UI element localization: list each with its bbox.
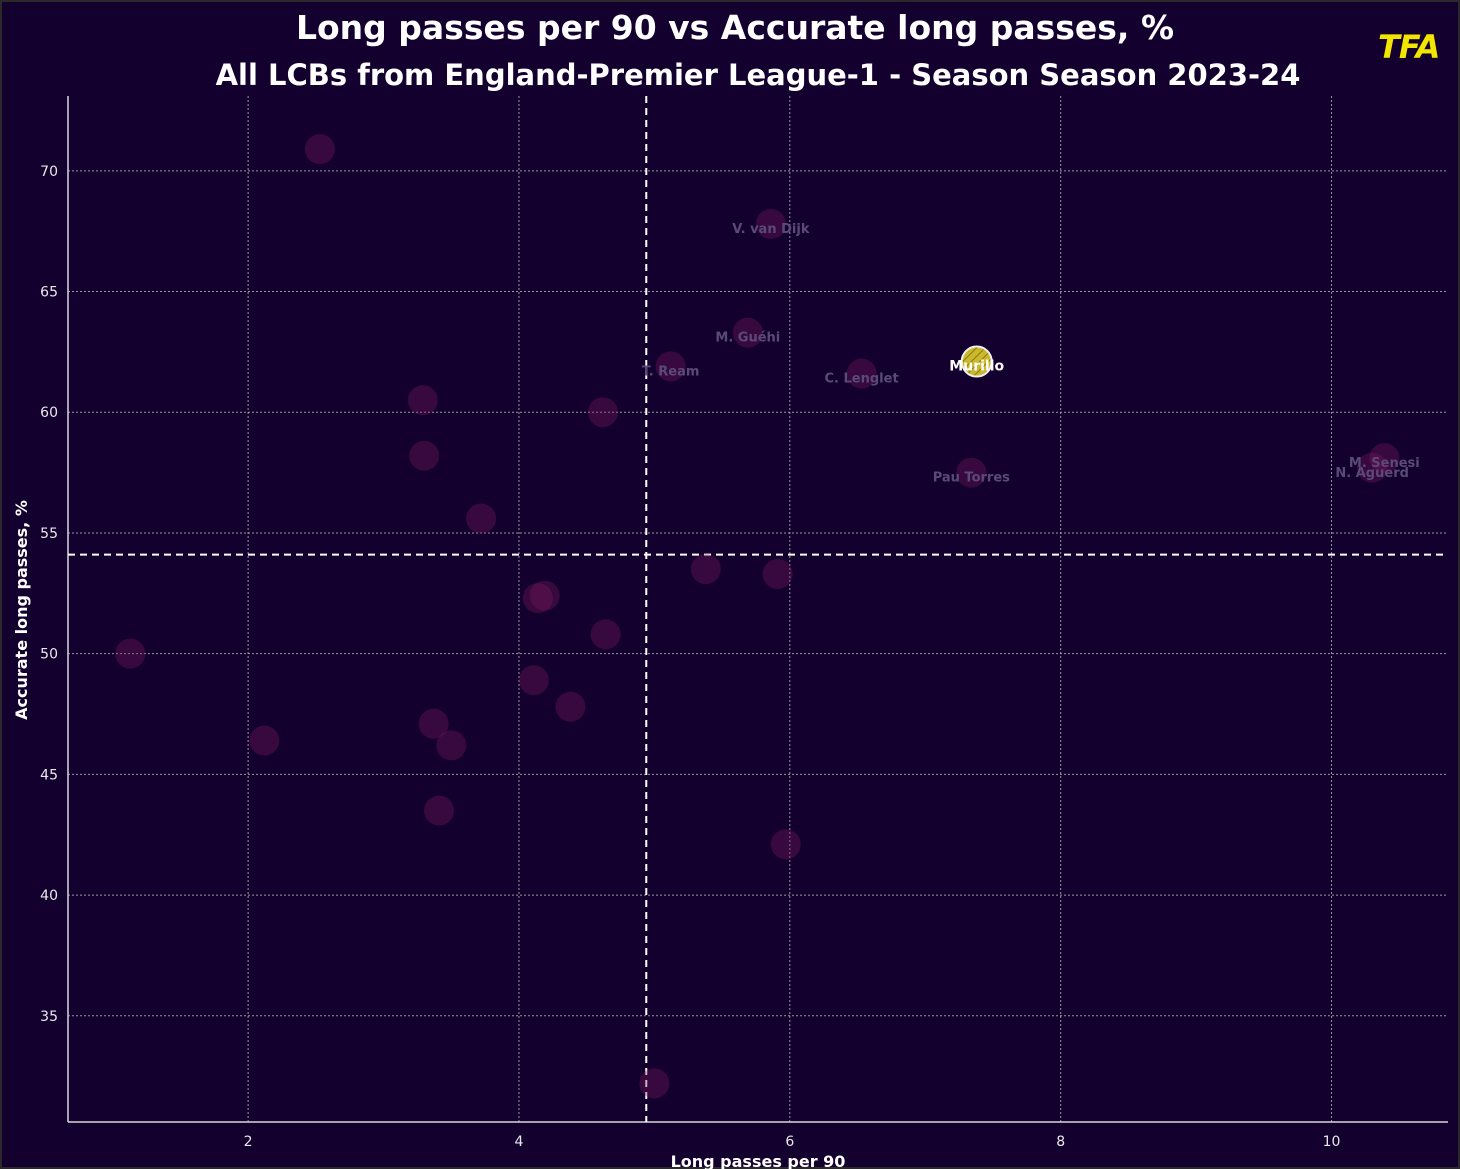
x-tick-label: 6 <box>785 1134 794 1150</box>
data-point <box>436 730 467 761</box>
data-point <box>770 829 801 860</box>
data-point <box>409 440 440 471</box>
chart-title: Long passes per 90 vs Accurate long pass… <box>295 8 1175 47</box>
data-point <box>956 457 987 488</box>
x-tick-label: 8 <box>1056 1134 1065 1150</box>
point-label: V. van Dijk <box>732 222 810 237</box>
data-point <box>655 351 686 382</box>
x-tick-label: 10 <box>1323 1134 1341 1150</box>
highlight-point <box>960 345 993 378</box>
y-tick-label: 45 <box>40 767 58 783</box>
data-point <box>1357 452 1388 483</box>
grid-lines <box>68 96 1448 1122</box>
point-label: N. Aguerd <box>1335 466 1409 481</box>
data-point <box>1369 443 1400 474</box>
data-point <box>690 554 721 585</box>
point-label: Murillo <box>949 359 1004 375</box>
y-tick-label: 35 <box>40 1009 58 1025</box>
point-label: C. Lenglet <box>825 372 899 387</box>
tick-labels: 2 4 6 8 10 35 40 45 50 55 60 65 70 <box>40 164 1340 1150</box>
data-point <box>304 134 335 165</box>
data-point <box>587 397 618 428</box>
y-tick-label: 55 <box>40 526 58 542</box>
data-point <box>762 558 793 589</box>
point-label: M. Guéhi <box>715 331 780 346</box>
data-point <box>846 358 877 389</box>
point-label: M. Senesi <box>1349 456 1420 471</box>
data-point <box>407 385 438 416</box>
reference-lines <box>68 96 1448 1122</box>
data-point <box>115 638 146 669</box>
x-tick-label: 4 <box>515 1134 524 1150</box>
y-tick-label: 70 <box>40 164 58 180</box>
data-point <box>529 580 560 611</box>
data-point <box>466 503 497 534</box>
data-point <box>424 795 455 826</box>
data-point <box>518 665 549 696</box>
data-point <box>522 583 553 614</box>
y-tick-label: 50 <box>40 647 58 663</box>
y-tick-label: 65 <box>40 285 58 301</box>
y-axis-label: Accurate long passes, % <box>12 500 31 720</box>
data-point <box>639 1068 670 1099</box>
data-point <box>732 317 763 348</box>
data-point <box>755 208 786 239</box>
data-point <box>555 691 586 722</box>
y-tick-label: 40 <box>40 888 58 904</box>
x-axis-label: Long passes per 90 <box>671 1152 846 1169</box>
data-point <box>590 619 621 650</box>
data-points <box>115 134 1400 1099</box>
x-tick-label: 2 <box>244 1134 253 1150</box>
axes <box>67 96 1448 1123</box>
data-point <box>418 708 449 739</box>
y-tick-label: 60 <box>40 405 58 421</box>
point-labels: V. van Dijk M. Guéhi T. Ream C. Lenglet Muri… <box>642 222 1420 486</box>
data-point <box>249 725 280 756</box>
chart-subtitle: All LCBs from England-Premier League-1 -… <box>215 58 1301 92</box>
point-label: Pau Torres <box>933 471 1010 486</box>
point-label: T. Ream <box>642 364 700 379</box>
tfa-logo: TFA <box>1378 28 1440 66</box>
